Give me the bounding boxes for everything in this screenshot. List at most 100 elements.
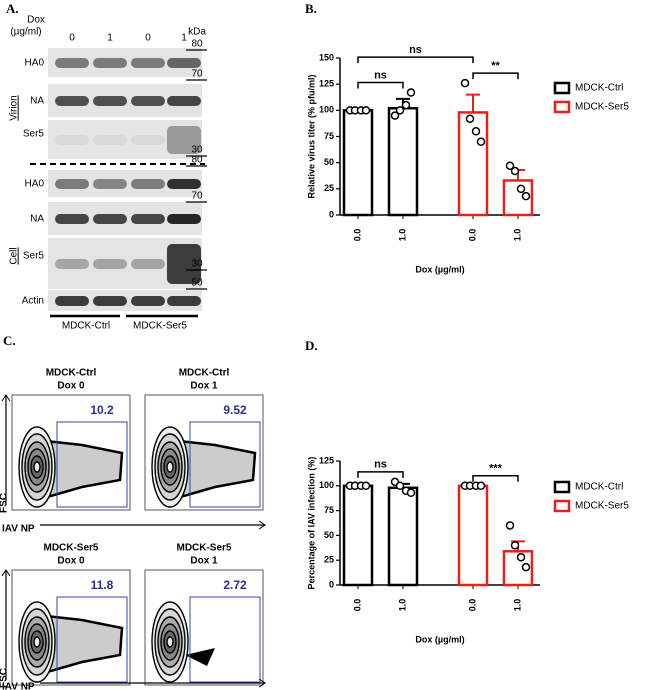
bar	[387, 486, 419, 587]
blot-label: HA0	[25, 58, 45, 69]
axis-label: IAV NP	[2, 524, 35, 535]
plot-title: MDCK-Ser5	[176, 543, 231, 554]
band	[131, 214, 165, 224]
gate-value: 11.8	[91, 578, 114, 592]
plot-frame	[144, 394, 264, 511]
band	[167, 179, 201, 189]
gate	[56, 596, 128, 683]
data-point	[390, 111, 400, 120]
data-point	[395, 481, 405, 491]
data-point	[516, 184, 526, 194]
kda-marker: 80	[191, 39, 203, 50]
data-point	[361, 481, 371, 491]
lane-label: 0	[69, 33, 75, 44]
data-point	[521, 562, 531, 572]
data-point	[476, 137, 486, 146]
band	[167, 126, 201, 154]
legend-label: MDCK-Ctrl	[575, 83, 623, 94]
band	[167, 58, 201, 68]
kda-marker: 70	[191, 191, 203, 202]
kda-marker: 50	[191, 278, 203, 289]
axis-label: FSC	[0, 493, 10, 513]
significance-bracket	[472, 72, 519, 80]
y-tick-label: 125	[319, 455, 334, 465]
significance-label: ns	[409, 44, 422, 56]
plot-frame	[11, 394, 131, 511]
band	[167, 96, 201, 106]
band	[93, 214, 127, 224]
kda-label: kDa	[188, 27, 206, 38]
band	[93, 58, 127, 68]
data-point	[465, 114, 475, 123]
data-point	[505, 161, 515, 171]
significance-label: ***	[489, 463, 503, 475]
y-tick-label: 50	[324, 530, 334, 540]
data-point	[361, 106, 371, 115]
x-axis-label: Dox (µg/ml)	[415, 634, 464, 644]
y-tick-label: 25	[324, 555, 334, 565]
lane-label: 1	[181, 33, 187, 44]
band	[93, 135, 127, 145]
blot-label: Ser5	[23, 251, 45, 262]
plot-title: Dox 0	[57, 381, 85, 392]
band	[93, 296, 127, 306]
gate-value: 9.52	[223, 403, 247, 417]
x-tick-label: 0.0	[467, 599, 477, 612]
data-point	[476, 481, 486, 491]
data-point	[510, 166, 520, 176]
y-axis-label: Relative virus titer (% pfu/ml)	[306, 74, 316, 198]
axis-label: IAV NP	[2, 682, 35, 690]
gate-value: 2.72	[223, 578, 247, 592]
significance-bracket	[357, 56, 474, 64]
kda-marker: 30	[191, 145, 203, 156]
band	[55, 58, 89, 68]
y-tick-label: 100	[319, 480, 334, 490]
band	[131, 135, 165, 145]
band	[55, 214, 89, 224]
gate-value: 10.2	[90, 403, 114, 417]
bar	[457, 111, 489, 217]
plot-title: MDCK-Ser5	[43, 543, 98, 554]
y-tick-label: 50	[324, 157, 334, 167]
gate	[189, 596, 261, 683]
legend-swatch	[553, 100, 571, 114]
blot-label: NA	[30, 96, 44, 107]
data-point	[406, 488, 416, 497]
dox-label: Dox	[27, 15, 45, 26]
y-axis-label: Percentage of IAV infection (%)	[306, 457, 316, 590]
legend-label: MDCK-Ctrl	[575, 482, 623, 493]
significance-bracket	[357, 81, 404, 89]
data-point	[395, 106, 405, 115]
band	[131, 58, 165, 68]
band	[55, 96, 89, 106]
plot-title: MDCK-Ctrl	[179, 368, 230, 379]
plot-title: Dox 1	[190, 556, 218, 567]
band	[131, 179, 165, 189]
legend-swatch	[553, 81, 571, 95]
legend-label: MDCK-Ser5	[575, 501, 629, 512]
gate	[56, 421, 128, 508]
significance-label: **	[491, 60, 500, 72]
data-point	[505, 521, 515, 530]
y-tick-label: 150	[319, 52, 334, 62]
bar	[457, 484, 489, 587]
y-tick-label: 0	[329, 579, 334, 589]
group-label: MDCK-Ser5	[133, 321, 187, 332]
kda-marker: 80	[191, 155, 203, 166]
band	[93, 259, 127, 269]
band	[55, 179, 89, 189]
plot-title: MDCK-Ctrl	[46, 368, 97, 379]
density-tail	[185, 648, 215, 666]
significance-label: ns	[374, 459, 387, 471]
legend-label: MDCK-Ser5	[575, 102, 629, 113]
band	[167, 214, 201, 224]
y-tick-label: 75	[324, 505, 334, 515]
band	[55, 135, 89, 145]
group-label: MDCK-Ctrl	[62, 321, 110, 332]
blot-label: Actin	[22, 296, 44, 307]
plot-frame	[144, 569, 264, 686]
data-point	[460, 78, 470, 88]
lane-label: 1	[107, 33, 113, 44]
blot-label: HA0	[25, 179, 45, 190]
